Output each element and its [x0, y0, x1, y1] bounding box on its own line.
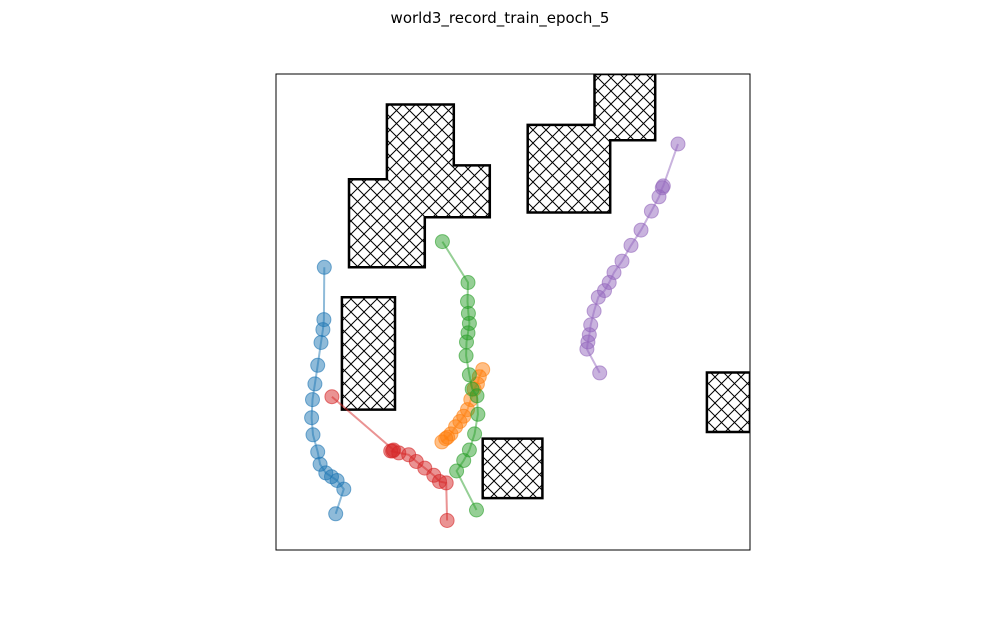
trajectory-point	[643, 203, 659, 219]
trajectory-point	[579, 341, 595, 357]
chart-title: world3_record_train_epoch_5	[390, 9, 610, 27]
trajectory-point	[461, 367, 477, 383]
obstacle-l-shape	[526, 74, 657, 214]
trajectory-point	[592, 365, 608, 381]
trajectory-5	[579, 136, 686, 381]
trajectory-point	[586, 303, 602, 319]
trajectory-line	[331, 395, 449, 521]
trajectory-1	[304, 259, 352, 522]
axes-frame	[275, 73, 751, 551]
trajectory-point	[590, 289, 606, 305]
trajectory-point	[307, 376, 323, 392]
trajectory-point	[623, 237, 639, 253]
trajectory-point	[328, 506, 344, 522]
obstacle-right-edge	[705, 371, 750, 434]
trajectory-point	[438, 475, 454, 491]
trajectory-point	[305, 427, 321, 443]
trajectory-point	[310, 444, 326, 460]
obstacles-layer	[340, 74, 750, 500]
trajectory-point	[467, 426, 483, 442]
trajectory-point	[304, 410, 320, 426]
trajectory-point	[633, 222, 649, 238]
obstacle-small	[481, 437, 544, 500]
trajectories-layer	[304, 136, 686, 528]
obstacle-left-tall	[340, 295, 397, 411]
trajectory-point	[434, 234, 450, 250]
trajectory-point	[651, 189, 667, 205]
trajectory-point	[310, 357, 326, 373]
trajectory-point	[336, 481, 352, 497]
trajectory-point	[460, 275, 476, 290]
trajectory-point	[670, 136, 686, 152]
trajectory-point	[305, 392, 320, 408]
trajectory-point	[439, 513, 455, 528]
trajectory-point	[316, 259, 332, 275]
trajectory-point	[315, 322, 331, 338]
trajectory-point	[470, 406, 486, 422]
trajectory-point	[459, 334, 474, 350]
trajectory-point	[434, 434, 450, 450]
trajectory-point	[614, 253, 630, 269]
trajectory-3	[434, 234, 486, 518]
trajectory-4	[324, 389, 455, 528]
trajectory-point	[469, 388, 485, 404]
trajectory-point	[449, 463, 465, 479]
trajectory-point	[324, 389, 340, 405]
trajectory-point	[313, 335, 329, 350]
trajectory-point	[469, 502, 484, 518]
trajectory-point	[456, 453, 472, 468]
trajectory-point	[458, 348, 474, 364]
obstacle-cross	[347, 103, 492, 269]
